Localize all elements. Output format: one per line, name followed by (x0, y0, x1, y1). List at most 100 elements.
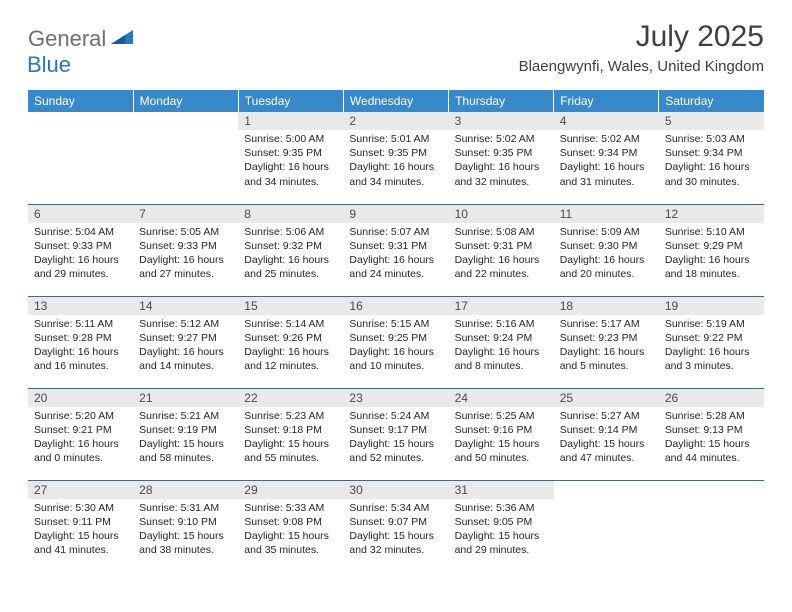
logo-word-1: General (28, 26, 106, 51)
calendar-day-cell: 9Sunrise: 5:07 AMSunset: 9:31 PMDaylight… (343, 204, 448, 296)
weekday-header: Friday (554, 90, 659, 112)
day-details: Sunrise: 5:05 AMSunset: 9:33 PMDaylight:… (133, 223, 238, 286)
calendar-day-cell: 7Sunrise: 5:05 AMSunset: 9:33 PMDaylight… (133, 204, 238, 296)
calendar-day-cell: 28Sunrise: 5:31 AMSunset: 9:10 PMDayligh… (133, 480, 238, 572)
calendar-day-cell: 30Sunrise: 5:34 AMSunset: 9:07 PMDayligh… (343, 480, 448, 572)
day-number: 11 (554, 205, 659, 223)
calendar-day-cell: 19Sunrise: 5:19 AMSunset: 9:22 PMDayligh… (659, 296, 764, 388)
day-number: 31 (449, 481, 554, 499)
day-details: Sunrise: 5:30 AMSunset: 9:11 PMDaylight:… (28, 499, 133, 562)
calendar-week-row: 6Sunrise: 5:04 AMSunset: 9:33 PMDaylight… (28, 204, 764, 296)
day-details: Sunrise: 5:21 AMSunset: 9:19 PMDaylight:… (133, 407, 238, 470)
day-details: Sunrise: 5:33 AMSunset: 9:08 PMDaylight:… (238, 499, 343, 562)
day-number: 21 (133, 389, 238, 407)
calendar-body: 1Sunrise: 5:00 AMSunset: 9:35 PMDaylight… (28, 112, 764, 572)
day-details: Sunrise: 5:31 AMSunset: 9:10 PMDaylight:… (133, 499, 238, 562)
calendar-empty-cell (133, 112, 238, 204)
calendar-header-row: SundayMondayTuesdayWednesdayThursdayFrid… (28, 90, 764, 112)
calendar-day-cell: 17Sunrise: 5:16 AMSunset: 9:24 PMDayligh… (449, 296, 554, 388)
day-details: Sunrise: 5:02 AMSunset: 9:34 PMDaylight:… (554, 130, 659, 193)
weekday-header: Monday (133, 90, 238, 112)
calendar-day-cell: 29Sunrise: 5:33 AMSunset: 9:08 PMDayligh… (238, 480, 343, 572)
day-number: 4 (554, 112, 659, 130)
day-details: Sunrise: 5:15 AMSunset: 9:25 PMDaylight:… (343, 315, 448, 378)
day-number: 2 (343, 112, 448, 130)
calendar-day-cell: 24Sunrise: 5:25 AMSunset: 9:16 PMDayligh… (449, 388, 554, 480)
day-details: Sunrise: 5:12 AMSunset: 9:27 PMDaylight:… (133, 315, 238, 378)
day-details: Sunrise: 5:25 AMSunset: 9:16 PMDaylight:… (449, 407, 554, 470)
day-number: 13 (28, 297, 133, 315)
calendar-day-cell: 25Sunrise: 5:27 AMSunset: 9:14 PMDayligh… (554, 388, 659, 480)
calendar-day-cell: 27Sunrise: 5:30 AMSunset: 9:11 PMDayligh… (28, 480, 133, 572)
header: General Blue July 2025 Blaengwynfi, Wale… (28, 20, 764, 78)
day-details: Sunrise: 5:04 AMSunset: 9:33 PMDaylight:… (28, 223, 133, 286)
day-details: Sunrise: 5:36 AMSunset: 9:05 PMDaylight:… (449, 499, 554, 562)
logo: General Blue (28, 26, 133, 78)
day-details: Sunrise: 5:24 AMSunset: 9:17 PMDaylight:… (343, 407, 448, 470)
calendar-day-cell: 22Sunrise: 5:23 AMSunset: 9:18 PMDayligh… (238, 388, 343, 480)
day-number: 17 (449, 297, 554, 315)
day-number: 15 (238, 297, 343, 315)
calendar-day-cell: 11Sunrise: 5:09 AMSunset: 9:30 PMDayligh… (554, 204, 659, 296)
day-details: Sunrise: 5:00 AMSunset: 9:35 PMDaylight:… (238, 130, 343, 193)
day-details: Sunrise: 5:34 AMSunset: 9:07 PMDaylight:… (343, 499, 448, 562)
day-number: 25 (554, 389, 659, 407)
day-number: 14 (133, 297, 238, 315)
day-details: Sunrise: 5:19 AMSunset: 9:22 PMDaylight:… (659, 315, 764, 378)
calendar-day-cell: 12Sunrise: 5:10 AMSunset: 9:29 PMDayligh… (659, 204, 764, 296)
day-details: Sunrise: 5:20 AMSunset: 9:21 PMDaylight:… (28, 407, 133, 470)
weekday-header: Wednesday (343, 90, 448, 112)
day-number: 8 (238, 205, 343, 223)
day-number: 26 (659, 389, 764, 407)
calendar-day-cell: 10Sunrise: 5:08 AMSunset: 9:31 PMDayligh… (449, 204, 554, 296)
calendar-empty-cell (28, 112, 133, 204)
weekday-header: Sunday (28, 90, 133, 112)
day-number: 18 (554, 297, 659, 315)
day-number: 1 (238, 112, 343, 130)
day-details: Sunrise: 5:28 AMSunset: 9:13 PMDaylight:… (659, 407, 764, 470)
calendar-day-cell: 31Sunrise: 5:36 AMSunset: 9:05 PMDayligh… (449, 480, 554, 572)
calendar-day-cell: 3Sunrise: 5:02 AMSunset: 9:35 PMDaylight… (449, 112, 554, 204)
calendar-day-cell: 21Sunrise: 5:21 AMSunset: 9:19 PMDayligh… (133, 388, 238, 480)
weekday-header: Tuesday (238, 90, 343, 112)
day-details: Sunrise: 5:07 AMSunset: 9:31 PMDaylight:… (343, 223, 448, 286)
day-number: 29 (238, 481, 343, 499)
calendar-day-cell: 6Sunrise: 5:04 AMSunset: 9:33 PMDaylight… (28, 204, 133, 296)
calendar-day-cell: 8Sunrise: 5:06 AMSunset: 9:32 PMDaylight… (238, 204, 343, 296)
day-number: 12 (659, 205, 764, 223)
calendar-day-cell: 26Sunrise: 5:28 AMSunset: 9:13 PMDayligh… (659, 388, 764, 480)
calendar-day-cell: 5Sunrise: 5:03 AMSunset: 9:34 PMDaylight… (659, 112, 764, 204)
day-number: 7 (133, 205, 238, 223)
weekday-header: Thursday (449, 90, 554, 112)
location-text: Blaengwynfi, Wales, United Kingdom (519, 58, 764, 75)
day-number: 10 (449, 205, 554, 223)
day-number: 30 (343, 481, 448, 499)
calendar-day-cell: 13Sunrise: 5:11 AMSunset: 9:28 PMDayligh… (28, 296, 133, 388)
day-number: 28 (133, 481, 238, 499)
calendar-day-cell: 16Sunrise: 5:15 AMSunset: 9:25 PMDayligh… (343, 296, 448, 388)
calendar-day-cell: 23Sunrise: 5:24 AMSunset: 9:17 PMDayligh… (343, 388, 448, 480)
day-number: 19 (659, 297, 764, 315)
calendar-week-row: 1Sunrise: 5:00 AMSunset: 9:35 PMDaylight… (28, 112, 764, 204)
calendar-day-cell: 1Sunrise: 5:00 AMSunset: 9:35 PMDaylight… (238, 112, 343, 204)
day-details: Sunrise: 5:16 AMSunset: 9:24 PMDaylight:… (449, 315, 554, 378)
title-block: July 2025 Blaengwynfi, Wales, United Kin… (519, 20, 764, 75)
calendar-empty-cell (659, 480, 764, 572)
day-details: Sunrise: 5:09 AMSunset: 9:30 PMDaylight:… (554, 223, 659, 286)
day-number: 23 (343, 389, 448, 407)
day-details: Sunrise: 5:03 AMSunset: 9:34 PMDaylight:… (659, 130, 764, 193)
calendar-empty-cell (554, 480, 659, 572)
calendar-day-cell: 15Sunrise: 5:14 AMSunset: 9:26 PMDayligh… (238, 296, 343, 388)
day-details: Sunrise: 5:23 AMSunset: 9:18 PMDaylight:… (238, 407, 343, 470)
day-details: Sunrise: 5:01 AMSunset: 9:35 PMDaylight:… (343, 130, 448, 193)
day-details: Sunrise: 5:10 AMSunset: 9:29 PMDaylight:… (659, 223, 764, 286)
day-number: 20 (28, 389, 133, 407)
day-details: Sunrise: 5:02 AMSunset: 9:35 PMDaylight:… (449, 130, 554, 193)
calendar-week-row: 27Sunrise: 5:30 AMSunset: 9:11 PMDayligh… (28, 480, 764, 572)
day-details: Sunrise: 5:14 AMSunset: 9:26 PMDaylight:… (238, 315, 343, 378)
calendar-day-cell: 20Sunrise: 5:20 AMSunset: 9:21 PMDayligh… (28, 388, 133, 480)
day-number: 16 (343, 297, 448, 315)
calendar-week-row: 13Sunrise: 5:11 AMSunset: 9:28 PMDayligh… (28, 296, 764, 388)
day-number: 22 (238, 389, 343, 407)
logo-word-2: Blue (27, 52, 71, 77)
